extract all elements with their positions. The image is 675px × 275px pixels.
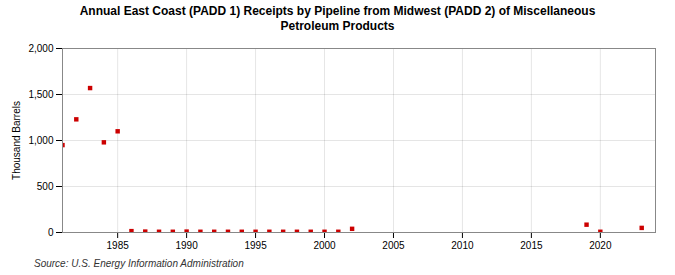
svg-text:500: 500: [37, 181, 54, 192]
svg-text:0: 0: [48, 227, 54, 238]
svg-text:1,500: 1,500: [28, 89, 53, 100]
svg-text:1990: 1990: [175, 240, 198, 251]
svg-text:2,000: 2,000: [28, 43, 53, 54]
html-text:Annual East Coast (PADD 1) Rec: Annual East Coast (PADD 1) Receipts by P…: [79, 4, 596, 33]
svg-text:1,000: 1,000: [28, 135, 53, 146]
svg-text:2010: 2010: [451, 240, 474, 251]
svg-text:2000: 2000: [313, 240, 336, 251]
svg-text:2020: 2020: [589, 240, 612, 251]
svg-text:2015: 2015: [520, 240, 543, 251]
html-text:Source: U.S. Energy Informatio: Source: U.S. Energy Information Administ…: [34, 258, 244, 269]
svg-text:1985: 1985: [107, 240, 130, 251]
svg-text:2005: 2005: [382, 240, 405, 251]
svg-text:Thousand Barrels: Thousand Barrels: [11, 101, 22, 180]
svg-text:1995: 1995: [244, 240, 267, 251]
